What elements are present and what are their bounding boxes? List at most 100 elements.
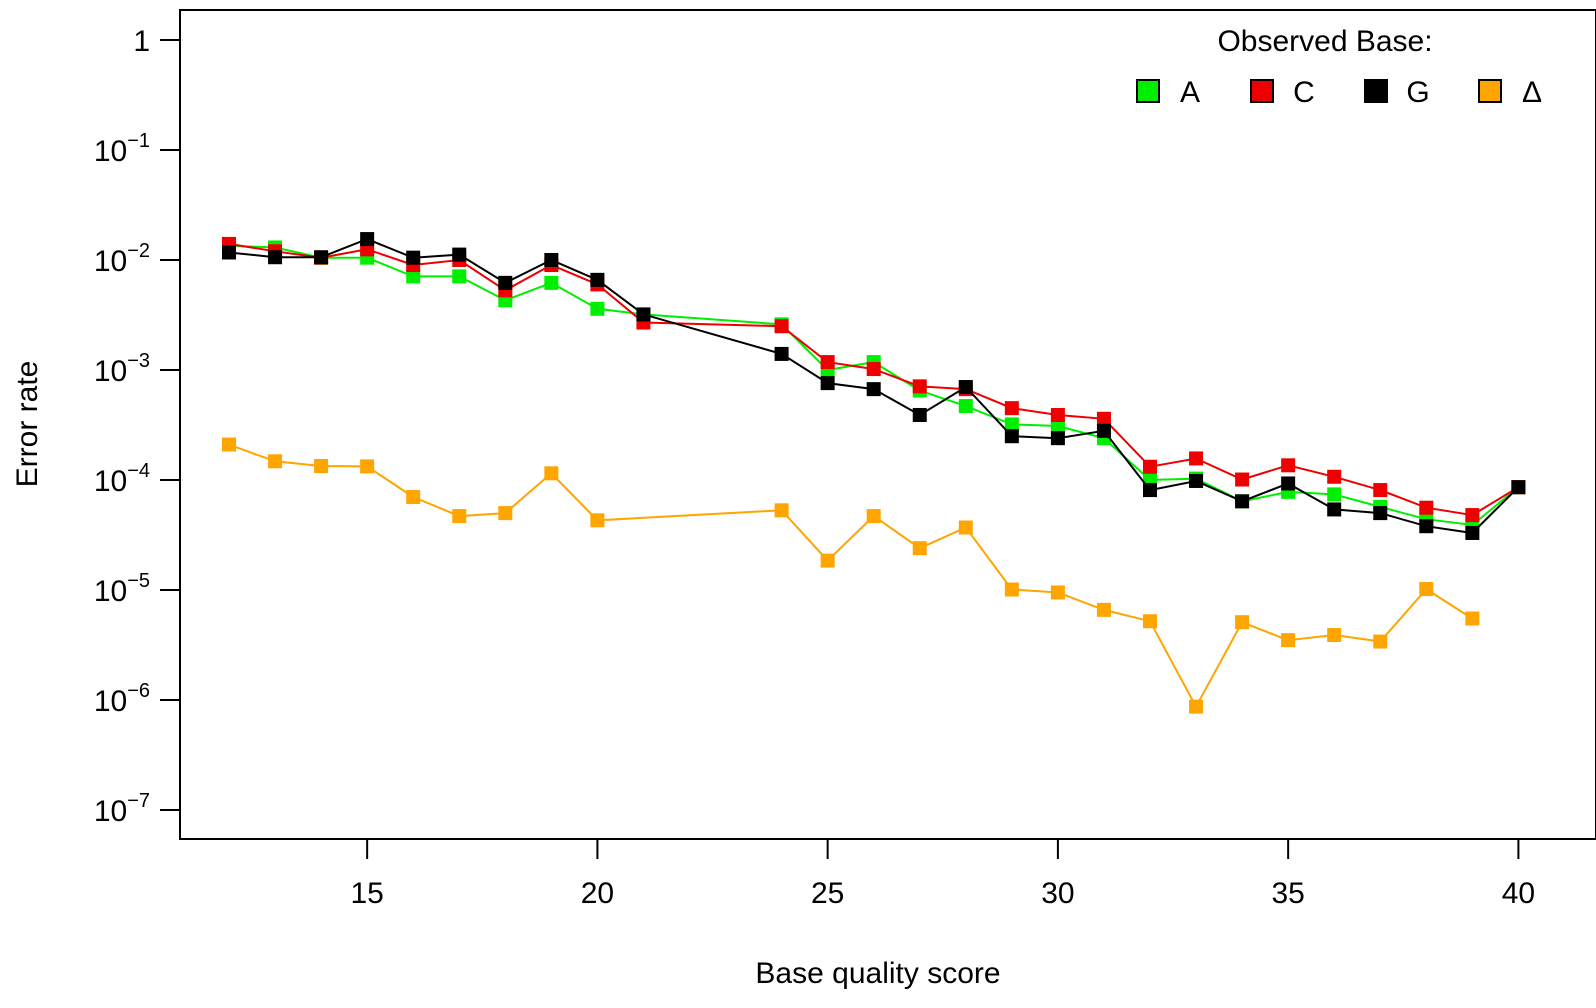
y-tick-base: 10 (94, 245, 127, 278)
y-tick-exponent: −1 (127, 130, 150, 152)
data-point (452, 247, 467, 262)
legend-title: Observed Base: (1217, 25, 1432, 58)
data-point (1096, 602, 1111, 617)
data-point (590, 272, 605, 287)
data-point (912, 407, 927, 422)
plot-frame (179, 9, 1596, 840)
data-point (1050, 418, 1065, 433)
data-point (1511, 480, 1526, 495)
data-point (1004, 582, 1019, 597)
data-point (1143, 614, 1157, 629)
data-point (820, 553, 835, 568)
data-point (268, 250, 283, 265)
y-tick-base: 10 (94, 135, 127, 168)
data-point (406, 250, 421, 265)
data-point (912, 379, 927, 394)
data-point (1465, 611, 1480, 626)
data-point (1419, 519, 1434, 534)
data-point (1096, 423, 1111, 438)
data-point (1096, 411, 1111, 426)
data-point (1004, 401, 1019, 416)
y-tick-label: 10−7 (94, 790, 150, 828)
data-point (820, 376, 835, 391)
x-tick-label: 25 (811, 877, 844, 910)
series-2 (222, 232, 1526, 540)
data-point (544, 275, 559, 290)
y-tick-base: 10 (94, 465, 127, 498)
data-point (544, 253, 559, 267)
data-point (1004, 417, 1019, 432)
y-axis-title: Error rate (11, 361, 44, 488)
y-tick-base: 10 (94, 685, 127, 718)
data-point (222, 437, 236, 452)
data-point (1419, 582, 1434, 597)
data-point (1050, 407, 1065, 422)
y-tick-base: 10 (94, 355, 127, 388)
y-tick-label: 10−2 (94, 240, 150, 278)
legend-swatch (1136, 79, 1160, 103)
data-point (1050, 585, 1065, 600)
data-point (452, 509, 467, 524)
data-point (590, 513, 605, 528)
data-point (958, 380, 973, 395)
data-point (1189, 699, 1204, 714)
data-point (774, 319, 789, 334)
data-point (1189, 451, 1204, 466)
data-point (866, 362, 881, 377)
data-point (1327, 502, 1342, 517)
legend-label: Δ (1522, 76, 1542, 109)
legend-label: A (1180, 76, 1200, 109)
y-tick-exponent: −7 (127, 790, 150, 812)
y-tick-label: 1 (133, 25, 150, 58)
data-point (314, 250, 329, 265)
data-point (406, 490, 421, 505)
data-point (498, 275, 513, 290)
y-tick-label: 10−1 (94, 130, 150, 168)
y-tick-base: 10 (94, 795, 127, 828)
legend-swatch (1364, 79, 1388, 103)
data-point (1327, 487, 1342, 502)
series-3 (222, 437, 1480, 714)
x-axis: 15 20 25 30 35 40 (350, 839, 1535, 910)
data-point (866, 382, 881, 397)
data-point (820, 355, 835, 370)
data-point (1189, 473, 1204, 488)
legend: Observed Base: A C G Δ (1136, 25, 1542, 109)
data-point (1143, 483, 1157, 498)
x-axis-title: Base quality score (755, 957, 1000, 990)
data-point (498, 506, 513, 521)
data-point (360, 232, 375, 247)
data-point (1281, 476, 1296, 491)
y-tick-label: 10−5 (94, 570, 150, 608)
data-point (406, 269, 421, 284)
data-point (360, 459, 375, 474)
data-point (1373, 634, 1388, 649)
data-point (1465, 525, 1480, 540)
legend-label: C (1293, 76, 1315, 109)
data-point (958, 520, 973, 535)
y-tick-label: 10−3 (94, 350, 150, 388)
data-point (1373, 506, 1388, 521)
data-point (1050, 431, 1065, 446)
data-point (912, 541, 927, 556)
series-line (228, 242, 1519, 517)
y-tick-exponent: −5 (127, 570, 150, 592)
y-tick-exponent: −4 (127, 460, 150, 482)
data-point (314, 459, 329, 474)
data-point (1281, 633, 1296, 648)
y-tick-exponent: −3 (127, 350, 150, 372)
y-tick-exponent: −2 (127, 240, 150, 262)
y-axis: 110−110−210−310−410−510−610−7 (94, 25, 181, 828)
data-point (1235, 615, 1250, 630)
y-tick-label: 10−4 (94, 460, 150, 498)
data-point (1281, 458, 1296, 473)
y-tick-label: 10−6 (94, 680, 150, 718)
data-point (590, 301, 605, 316)
data-point (222, 245, 236, 260)
legend-swatch (1250, 79, 1274, 103)
data-point (1143, 459, 1157, 474)
data-point (1235, 472, 1250, 487)
series-layer (222, 232, 1526, 714)
y-tick-base: 10 (94, 575, 127, 608)
